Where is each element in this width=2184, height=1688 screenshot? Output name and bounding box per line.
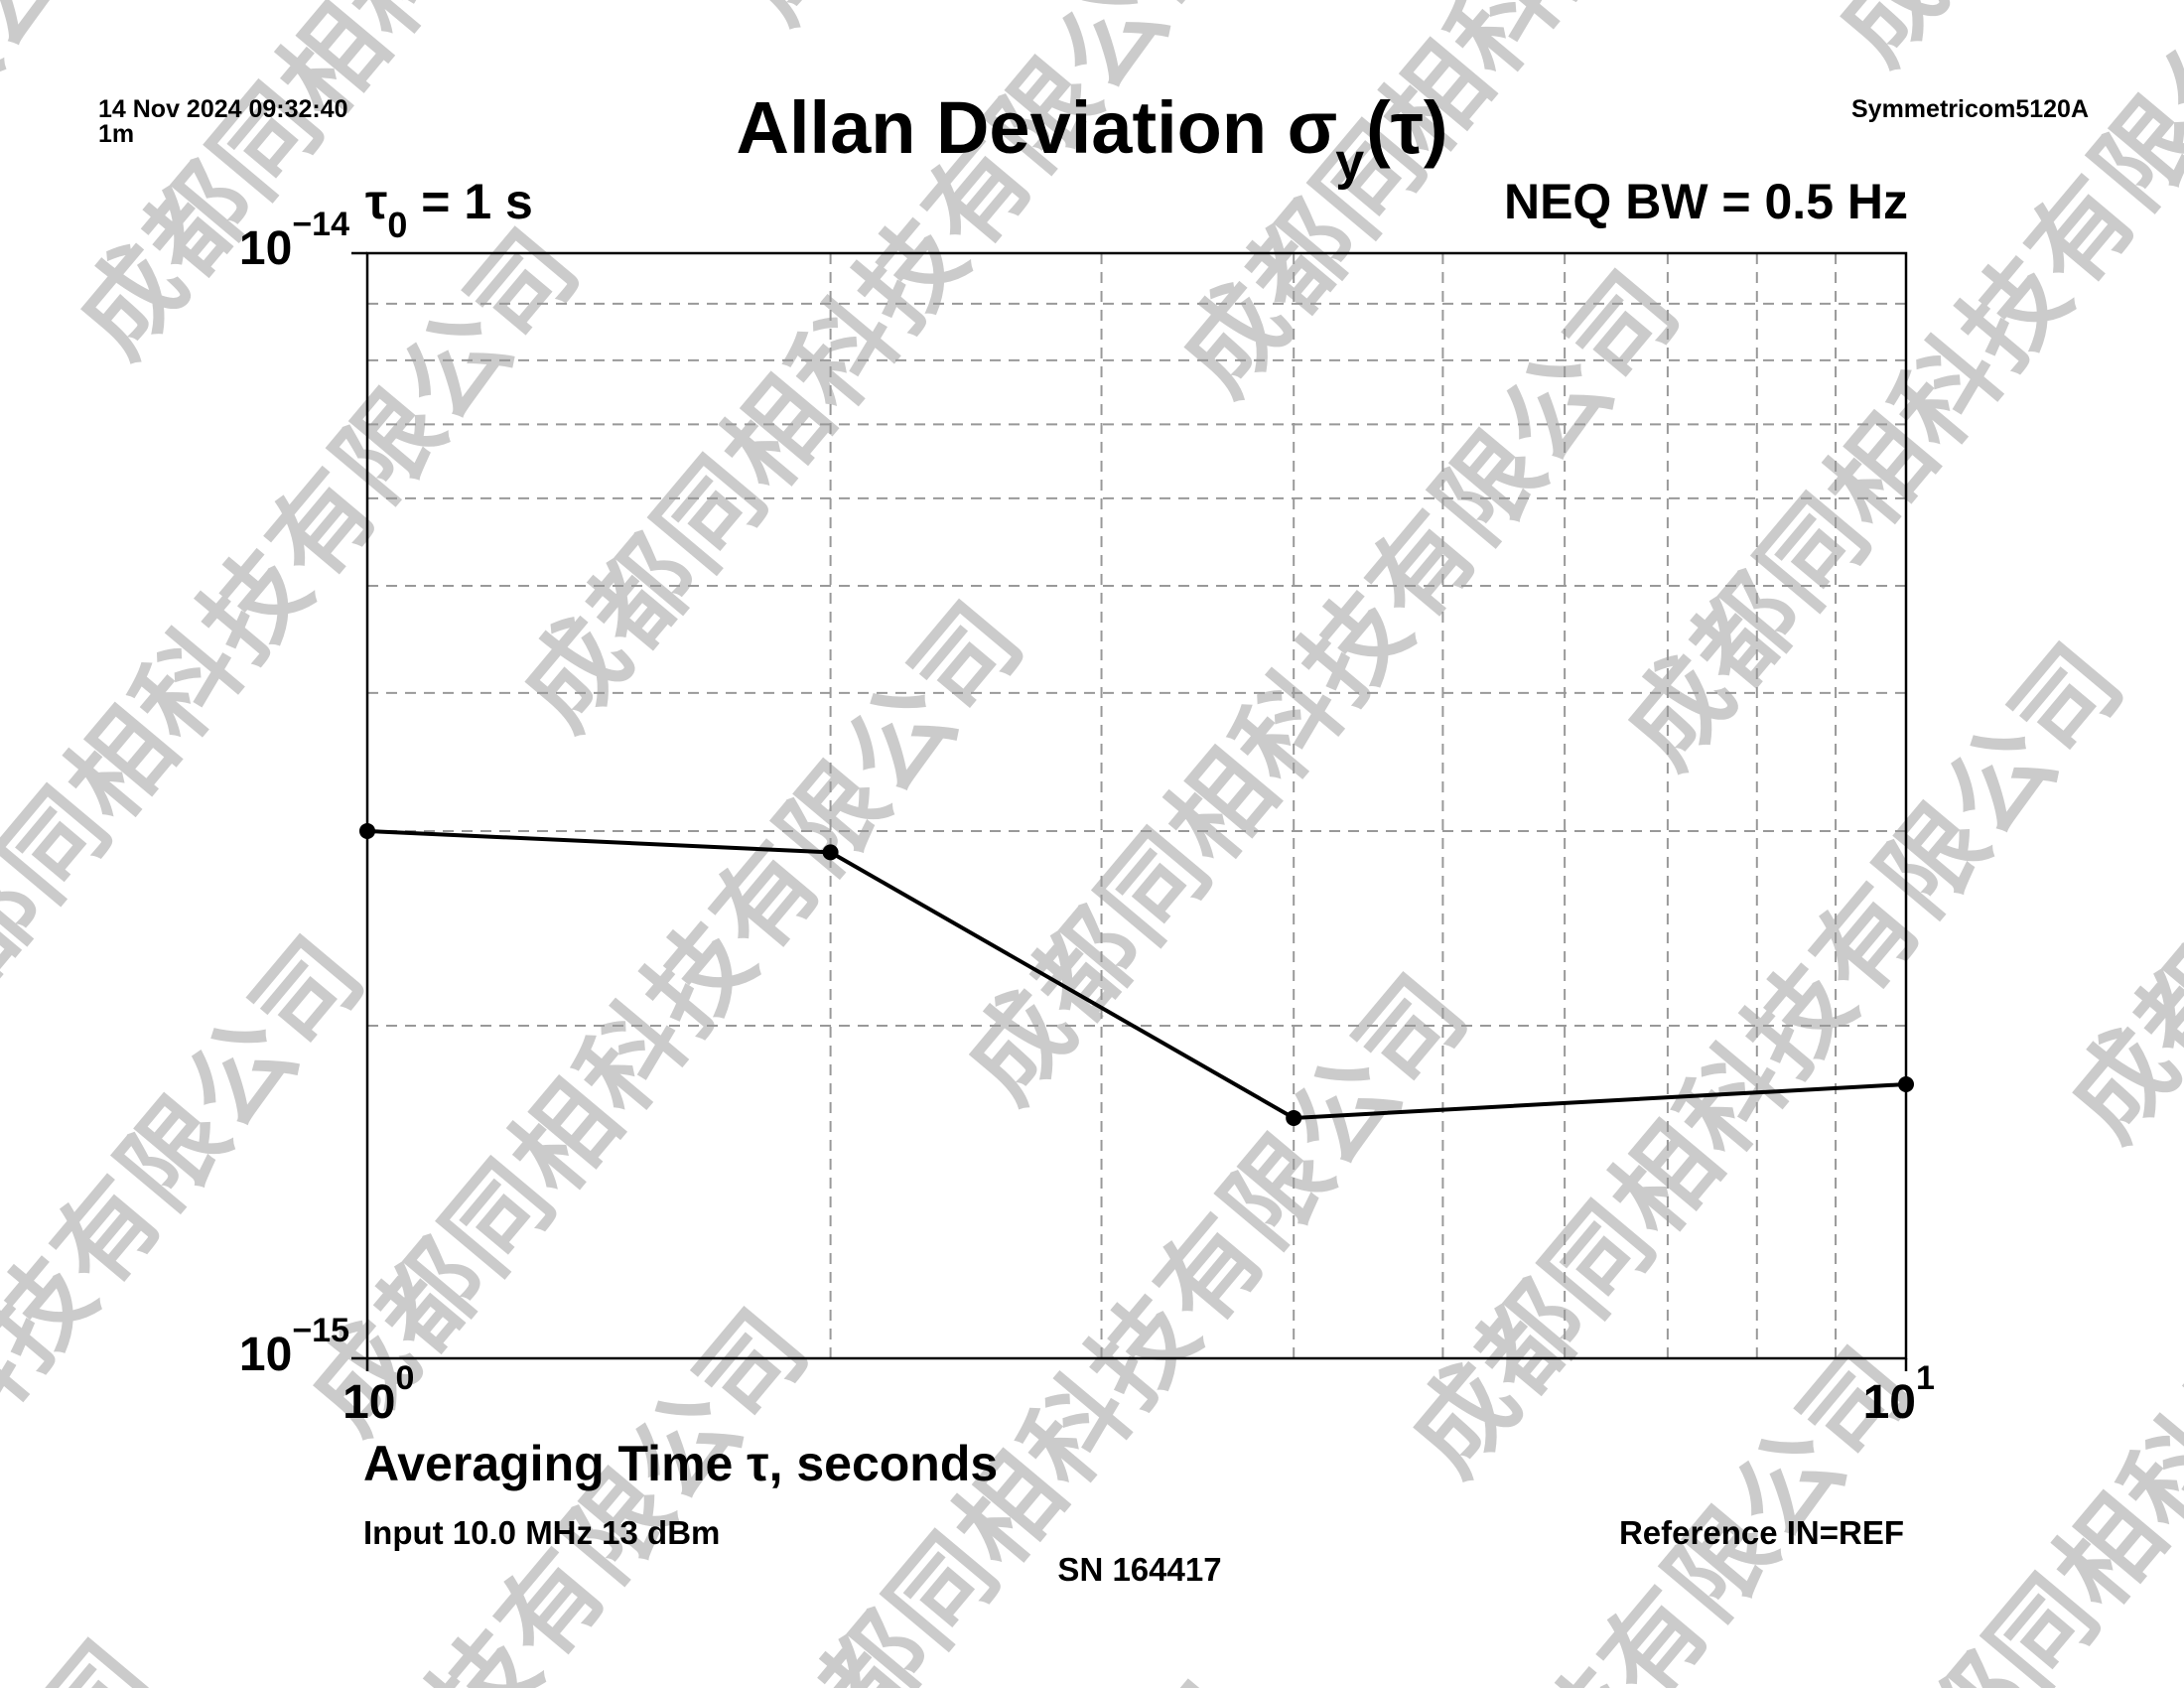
- x-tick-left-base: 10: [342, 1376, 396, 1429]
- y-tick-bottom-base: 10: [238, 1329, 293, 1381]
- y-tick-top-base: 10: [238, 222, 293, 275]
- y-tick-top-exponent: −14: [292, 206, 349, 243]
- instrument-model: Symmetricom5120A: [1851, 95, 2090, 123]
- adev-series-line: [366, 828, 1907, 1120]
- adev-data-point: [359, 822, 375, 839]
- x-axis-label-suffix: , seconds: [768, 1436, 999, 1491]
- x-axis-label: Averaging Time τ, seconds: [363, 1439, 998, 1488]
- x-tick-left-exponent: 0: [395, 1359, 415, 1397]
- timestamp-block: 14 Nov 2024 09:32:40 1m: [98, 97, 348, 147]
- chart-title-sigma: σ: [1287, 86, 1338, 169]
- x-tick-right-exponent: 1: [1916, 1359, 1935, 1397]
- x-axis-tick-1: 100: [342, 1361, 414, 1429]
- tau0-symbol: τ: [365, 174, 388, 229]
- reference-label: Reference IN=REF: [1618, 1514, 1904, 1551]
- chart-title-text: Allan Deviation: [736, 86, 1288, 169]
- plot-frame: [365, 251, 1908, 1360]
- tau0-value: = 1 s: [407, 174, 533, 229]
- chart-title: Allan Deviation σy(τ): [367, 91, 1817, 188]
- y-tick-bottom-exponent: −15: [292, 1312, 349, 1349]
- chart-title-sigma-subscript: y: [1335, 132, 1365, 191]
- x-axis-label-prefix: Averaging Time: [363, 1436, 748, 1491]
- adev-data-point: [822, 844, 839, 861]
- timestamp: 14 Nov 2024 09:32:40: [98, 95, 348, 123]
- neq-bw-annotation: NEQ BW = 0.5 Hz: [1503, 174, 1908, 229]
- x-tick-right-base: 10: [1862, 1376, 1917, 1429]
- plot-area: [351, 251, 1914, 1371]
- y-axis-tick-1e-15: 10−15: [238, 1314, 349, 1381]
- adev-data-point: [1898, 1076, 1914, 1093]
- tau0-subscript: 0: [387, 205, 408, 245]
- x-axis-tick-10: 101: [1862, 1361, 1935, 1429]
- y-axis-tick-1e-14: 10−14: [238, 208, 349, 275]
- serial-number-label: SN 164417: [1057, 1551, 1222, 1588]
- allan-deviation-line-chart: [351, 251, 1914, 1371]
- input-signal-label: Input 10.0 MHz 13 dBm: [363, 1514, 721, 1551]
- measurement-duration: 1m: [98, 120, 135, 148]
- chart-title-tau-argument: (τ): [1366, 86, 1448, 169]
- tau0-annotation: τ0 = 1 s: [365, 174, 533, 243]
- x-axis-label-tau: τ: [747, 1436, 769, 1491]
- adev-data-point: [1286, 1109, 1302, 1126]
